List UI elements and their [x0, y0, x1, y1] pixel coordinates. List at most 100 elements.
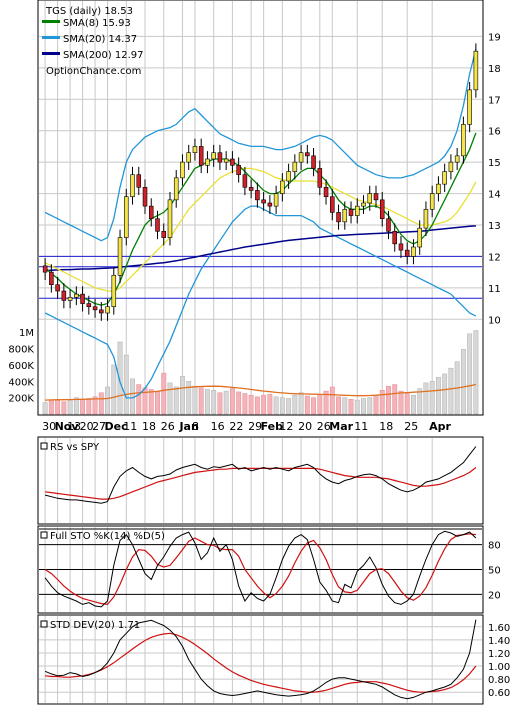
x-tick-6: 11 — [123, 420, 137, 433]
volume-bar-49 — [348, 399, 354, 415]
std-dev-line — [44, 619, 477, 700]
std-ytick-4: 1.40 — [488, 636, 510, 647]
sma20-line — [44, 167, 477, 292]
candle-body-44 — [317, 168, 323, 188]
volume-bar-0 — [42, 402, 48, 415]
std-dev-panel: 0.60 0.80 1.00 1.20 1.40 1.60 STD DEV(20) 1.7… — [37, 614, 510, 705]
volume-bar-69 — [473, 330, 479, 415]
sma-lines — [44, 132, 477, 306]
candle-body-2 — [55, 284, 60, 292]
legend-sma8: SMA(8) 15.93 — [63, 18, 131, 29]
price-legend: TGS (daily) 18.53 SMA(8) 15.93 SMA(20) 1… — [42, 6, 144, 77]
candle-body-11 — [111, 274, 117, 308]
volume-bar-27 — [211, 390, 217, 415]
candle-body-30 — [230, 158, 235, 166]
volume-bar-37 — [273, 396, 279, 415]
volume-bar-25 — [198, 387, 204, 415]
volume-bar-10 — [105, 386, 110, 415]
volume-bar-17 — [148, 389, 154, 415]
volume-bar-39 — [286, 398, 292, 415]
candle-body-17 — [148, 205, 154, 220]
candle-body-33 — [248, 186, 254, 191]
legend-sma20-swatch — [42, 36, 60, 39]
volume-bar-68 — [467, 333, 473, 415]
candle-body-28 — [217, 152, 223, 163]
candle-body-38 — [280, 180, 285, 194]
candle-body-18 — [155, 218, 160, 232]
volume-bar-2 — [55, 399, 61, 415]
x-tick-8: 26 — [161, 420, 175, 433]
candle-body-32 — [242, 174, 248, 188]
volume-bar-22 — [180, 376, 185, 415]
volume-bar-48 — [342, 397, 348, 415]
candle-body-48 — [342, 208, 348, 223]
candle-body-60 — [417, 227, 422, 248]
bollinger-lower-line — [44, 205, 477, 399]
x-tick-22: Apr — [429, 420, 451, 433]
sma200-line — [45, 225, 476, 272]
sto-ytick-0: 20 — [488, 590, 501, 601]
candle-body-56 — [392, 230, 397, 245]
candle-body-15 — [136, 174, 142, 188]
volume-ytick-2: 600K — [8, 361, 34, 372]
volume-bar-30 — [229, 388, 235, 415]
price-ytick-9: 19 — [488, 32, 501, 43]
volume-bar-43 — [311, 397, 316, 415]
candle-body-6 — [80, 293, 85, 304]
price-y-ticks: 10 11 12 13 14 15 16 17 18 19 — [488, 32, 501, 326]
volume-bar-56 — [392, 384, 398, 415]
stochastic-title: Full STO %K(14) %D(5) — [50, 531, 165, 542]
candle-body-22 — [180, 161, 185, 179]
candle-body-63 — [436, 183, 441, 194]
candle-body-3 — [61, 290, 67, 301]
candle-body-45 — [323, 186, 329, 198]
volume-bar-1 — [48, 400, 54, 415]
std-dev-y-ticks: 0.60 0.80 1.00 1.20 1.40 1.60 — [488, 623, 510, 699]
volume-bar-45 — [323, 390, 329, 415]
candle-body-37 — [273, 193, 279, 207]
volume-bar-67 — [460, 349, 466, 415]
legend-sma200: SMA(200) 12.97 — [63, 50, 144, 61]
candle-body-13 — [124, 196, 129, 238]
candle-body-57 — [398, 243, 404, 251]
candle-body-62 — [429, 193, 435, 210]
volume-ytick-4: 1M — [19, 328, 34, 339]
volume-bar-12 — [117, 341, 123, 415]
std-dev-average-line — [45, 632, 477, 693]
candle-body-5 — [74, 293, 79, 298]
volume-bar-35 — [261, 394, 267, 415]
candle-body-54 — [379, 199, 385, 220]
candle-body-27 — [211, 152, 216, 160]
std-dev-title: STD DEV(20) 1.71 — [50, 620, 140, 631]
volume-bar-8 — [92, 396, 98, 415]
std-legend-swatch — [40, 620, 48, 628]
candle-body-12 — [117, 237, 123, 276]
price-ytick-1: 11 — [488, 284, 501, 295]
candle-body-19 — [161, 230, 167, 238]
volume-bar-38 — [279, 397, 285, 415]
candle-body-10 — [105, 306, 110, 314]
rs-lines — [44, 446, 477, 504]
sto-ytick-1: 50 — [488, 566, 501, 577]
candle-body-68 — [467, 89, 472, 125]
candle-body-64 — [442, 171, 447, 185]
volume-bar-51 — [361, 398, 366, 415]
volume-bar-50 — [354, 399, 360, 415]
candle-body-14 — [130, 174, 135, 198]
std-ytick-5: 1.60 — [488, 623, 510, 634]
price-ytick-2: 12 — [488, 252, 501, 263]
candle-body-8 — [92, 306, 98, 311]
candle-body-43 — [311, 155, 316, 169]
candle-body-66 — [454, 155, 460, 163]
volume-bar-62 — [429, 381, 435, 415]
x-tick-2: 13 — [67, 420, 81, 433]
volume-bar-53 — [373, 394, 379, 415]
candle-body-61 — [423, 208, 429, 229]
volume-bar-42 — [304, 395, 310, 415]
x-tick-10: 8 — [192, 420, 199, 433]
stochastic-y-ticks: 20 50 80 — [488, 541, 501, 602]
candle-body-40 — [292, 161, 298, 172]
volume-bar-13 — [123, 354, 129, 415]
std-dev-lines — [44, 619, 477, 700]
